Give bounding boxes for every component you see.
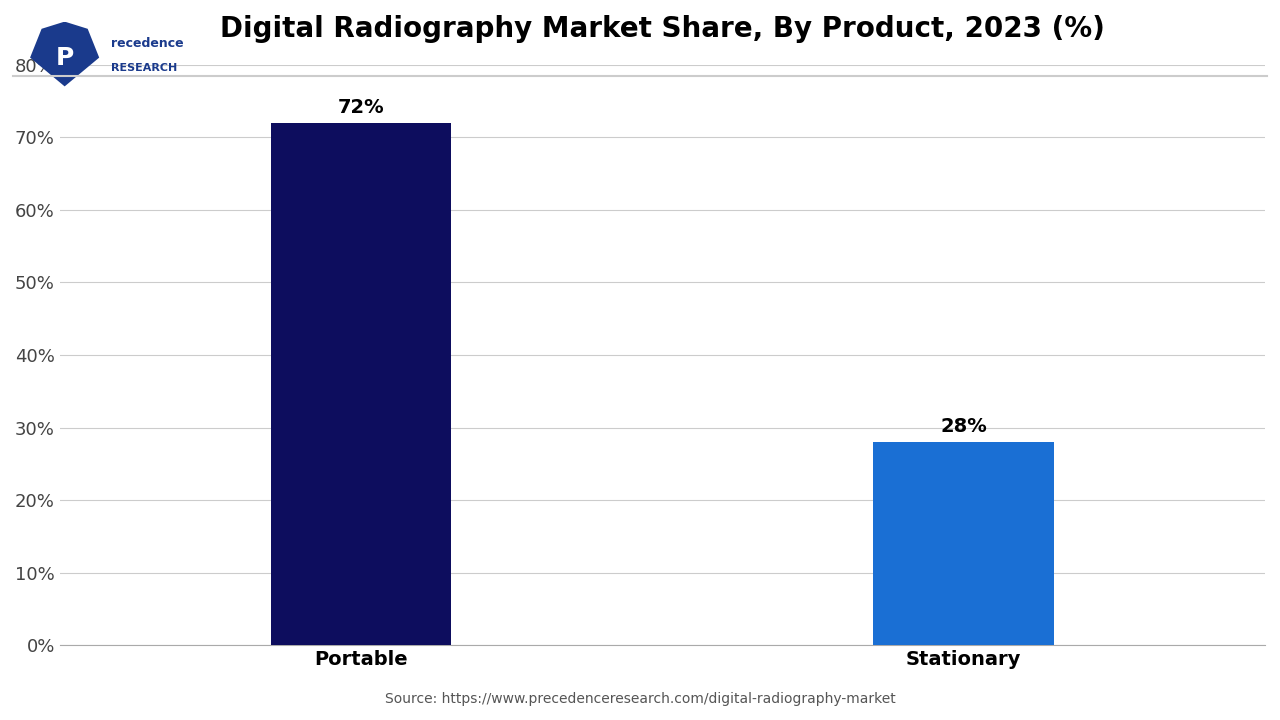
Text: 28%: 28% xyxy=(941,417,987,436)
Bar xyxy=(873,442,1053,645)
Polygon shape xyxy=(31,22,100,86)
Text: recedence: recedence xyxy=(111,37,183,50)
Text: RESEARCH: RESEARCH xyxy=(111,63,177,73)
Bar xyxy=(270,123,452,645)
Text: Source: https://www.precedenceresearch.com/digital-radiography-market: Source: https://www.precedenceresearch.c… xyxy=(384,692,896,706)
Text: 72%: 72% xyxy=(338,98,384,117)
Text: P: P xyxy=(55,45,74,70)
Title: Digital Radiography Market Share, By Product, 2023 (%): Digital Radiography Market Share, By Pro… xyxy=(220,15,1105,43)
